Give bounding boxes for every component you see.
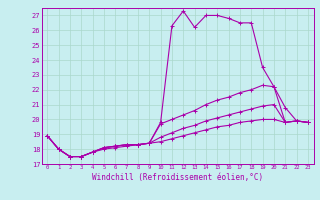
X-axis label: Windchill (Refroidissement éolien,°C): Windchill (Refroidissement éolien,°C) bbox=[92, 173, 263, 182]
